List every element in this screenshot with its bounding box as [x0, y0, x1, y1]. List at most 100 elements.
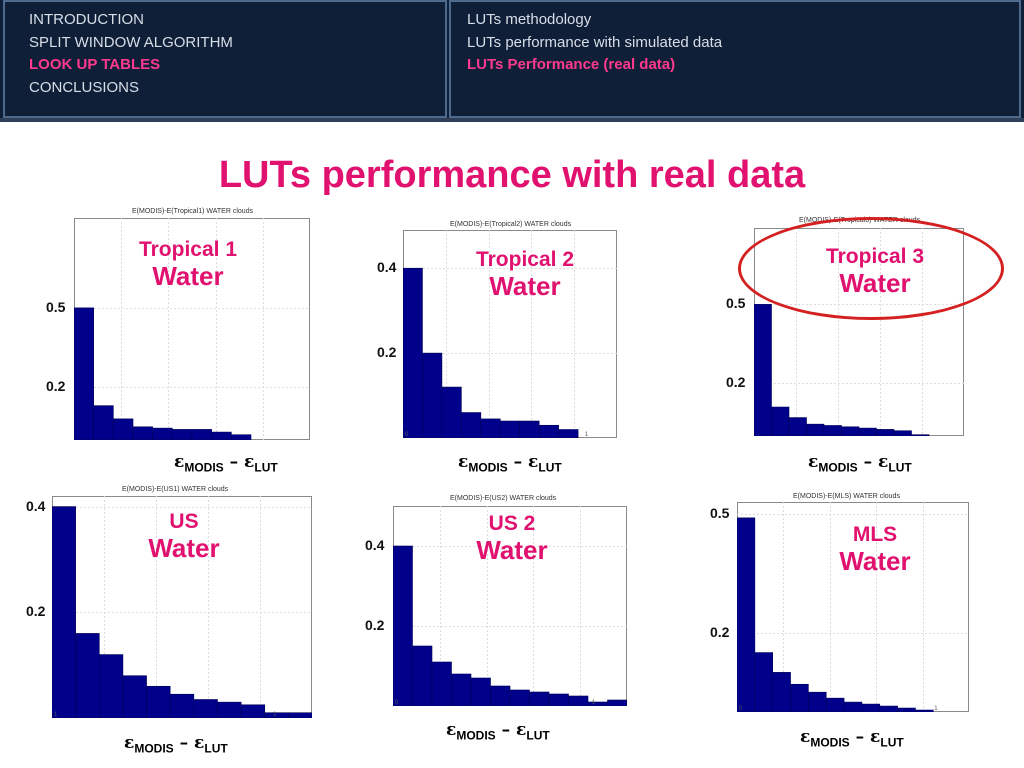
profile-name: Tropical 1: [138, 238, 238, 261]
histogram-bar: [568, 695, 589, 706]
x-axis-label: εMODIS – εLUT: [808, 452, 912, 474]
histogram-bar: [122, 675, 147, 718]
minus-sign: –: [173, 733, 195, 753]
histogram-bar: [480, 418, 501, 438]
nav-left-item[interactable]: INTRODUCTION: [29, 11, 144, 28]
histogram-bar: [172, 429, 193, 440]
histogram-bar: [808, 691, 827, 712]
x-tick-label: 0: [405, 432, 409, 438]
histogram-bar: [858, 427, 877, 436]
y-tick-label: 0.5: [46, 298, 66, 315]
epsilon-symbol: ε: [244, 452, 255, 472]
histogram-bar: [132, 426, 153, 440]
histogram-bar: [288, 712, 312, 718]
minus-sign: –: [857, 452, 879, 472]
chart-title: E(MODIS)-E(Tropical1) WATER clouds: [132, 208, 254, 215]
slide-title: LUTs performance with real data: [218, 154, 806, 196]
histogram-bar: [193, 699, 218, 718]
profile-name: MLS: [852, 523, 898, 546]
histogram-bar: [607, 699, 627, 706]
subscript-modis: MODIS: [818, 460, 858, 475]
histogram-bar: [548, 693, 569, 706]
histogram-bar: [538, 424, 559, 438]
histogram-bar: [217, 701, 242, 718]
histogram-bar: [876, 429, 895, 436]
subscript-lut: LUT: [880, 735, 904, 750]
y-tick-label: 0.2: [26, 603, 46, 620]
subscript-modis: MODIS: [468, 460, 508, 475]
nav-left-item[interactable]: LOOK UP TABLES: [29, 56, 161, 73]
histogram-bar: [490, 685, 511, 706]
histogram-bar: [240, 704, 266, 718]
y-tick-label: 0.5: [726, 295, 746, 312]
profile-annotation: MLS Water: [805, 523, 945, 577]
histogram-bar: [461, 412, 482, 438]
histogram-bar: [169, 693, 195, 718]
y-tick-label: 0.4: [365, 537, 385, 553]
histogram-bar: [754, 304, 772, 436]
nav-left-item[interactable]: SPLIT WINDOW ALGORITHM: [29, 33, 233, 51]
subscript-modis: MODIS: [810, 735, 850, 750]
histogram-bar: [191, 429, 212, 440]
histogram-bar: [558, 429, 579, 438]
histogram-bar: [806, 423, 825, 436]
histogram-bar: [509, 689, 530, 706]
nav-right-item[interactable]: LUTs performance with simulated data: [467, 33, 723, 51]
epsilon-symbol: ε: [458, 452, 469, 472]
chart-title: E(MODIS)-E(US1) WATER clouds: [122, 486, 229, 493]
histogram-bar: [529, 691, 550, 706]
nav-section-outline: INTRODUCTION SPLIT WINDOW ALGORITHM LOOK U…: [3, 0, 447, 118]
histogram-bar: [754, 652, 773, 712]
histogram-bar: [403, 267, 423, 438]
profile-name: US: [169, 510, 199, 533]
histogram-bar: [93, 405, 114, 440]
chart-title: E(MODIS)-E(MLS) WATER clouds: [793, 493, 900, 500]
x-tick-label: 1: [934, 706, 938, 712]
histogram-bar: [422, 352, 443, 438]
histogram-bar: [861, 703, 881, 712]
subscript-modis: MODIS: [184, 460, 224, 475]
x-axis-label: εMODIS – εLUT: [800, 727, 904, 749]
histogram-bar: [393, 545, 413, 706]
x-tick-label: 0: [395, 700, 399, 706]
nav-subsection-outline: LUTs methodology LUTs performance with si…: [449, 0, 1021, 118]
epsilon-symbol: ε: [528, 452, 539, 472]
subscript-lut: LUT: [204, 741, 228, 756]
x-tick-label: 1: [585, 432, 589, 438]
x-tick-label: 0: [739, 706, 743, 712]
histogram-bar: [915, 709, 934, 712]
profile-annotation: Tropical 1 Water: [118, 238, 258, 292]
epsilon-symbol: ε: [194, 733, 205, 753]
histogram-bar: [499, 420, 521, 438]
epsilon-symbol: ε: [446, 720, 457, 740]
epsilon-symbol: ε: [174, 452, 185, 472]
x-tick-label: 1: [54, 712, 58, 718]
histogram-bar: [825, 697, 845, 712]
x-axis-label: εMODIS – εLUT: [174, 452, 278, 474]
epsilon-symbol: ε: [870, 727, 881, 747]
subscript-modis: MODIS: [456, 728, 496, 743]
nav-right-item[interactable]: LUTs methodology: [467, 11, 592, 28]
histogram-bar: [52, 506, 76, 718]
minus-sign: –: [849, 727, 871, 747]
x-tick-label: 1: [592, 700, 596, 706]
y-tick-label: 0.4: [377, 259, 397, 276]
x-axis-label: εMODIS – εLUT: [458, 452, 562, 474]
minus-sign: –: [223, 452, 245, 472]
profile-annotation: US Water: [114, 510, 254, 564]
cloud-type: Water: [839, 546, 911, 577]
minus-sign: –: [507, 452, 529, 472]
histogram-bar: [113, 418, 134, 440]
subscript-lut: LUT: [526, 728, 550, 743]
y-tick-label: 0.2: [726, 374, 746, 391]
histogram-bar: [911, 434, 930, 436]
histogram-bar: [431, 661, 452, 706]
histogram-bar: [146, 685, 171, 718]
plot-frame: [74, 218, 310, 440]
subscript-lut: LUT: [254, 460, 278, 475]
nav-right-item[interactable]: LUTs Performance (real data): [467, 56, 676, 73]
nav-left-item[interactable]: CONCLUSIONS: [29, 78, 140, 96]
profile-annotation: Tropical 2 Water: [455, 248, 595, 302]
